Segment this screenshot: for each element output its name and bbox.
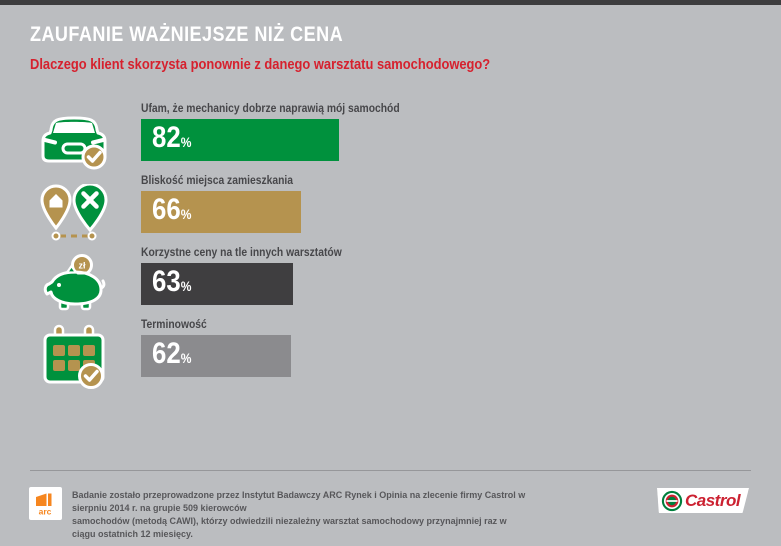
castrol-emblem-icon [661,490,683,511]
castrol-wordmark: Castrol [685,490,741,510]
bar-trust-mechanics: 82% [141,119,340,161]
location-pins-icon [40,184,108,244]
piggy-bank-icon: zł [40,254,108,312]
bar-label: Ufam, że mechanicy dobrze naprawią mój s… [141,101,400,115]
calendar-check-icon [40,324,108,390]
footer-line-1: Badanie zostało przeprowadzone przez Ins… [72,490,526,513]
coin-currency-label: zł [78,261,86,271]
page-title-text: ZAUFANIE WAŻNIEJSZE NIŻ CENA [30,23,344,46]
chart-question-subtitle: Dlaczego klient skorzysta ponownie z dan… [30,56,565,73]
castrol-logo: Castrol [657,488,749,513]
footer-line-2: samochodów (metodą CAWI), którzy odwiedz… [72,516,507,539]
chart-question-text: Dlaczego klient skorzysta ponownie z dan… [30,56,491,73]
bar-favorable-prices: 63% [141,263,294,305]
footer-source-note: Badanie zostało przeprowadzone przez Ins… [72,489,532,541]
bar-value: 62% [152,337,192,370]
bar-value: 82% [152,121,192,154]
page-title: ZAUFANIE WAŻNIEJSZE NIŻ CENA [30,23,394,47]
car-check-icon [40,114,108,170]
arc-logo: arc [29,487,62,520]
bar-value: 63% [152,265,192,298]
arc-logo-text: arc [39,507,52,517]
bar-label: Bliskość miejsca zamieszkania [141,173,294,187]
footer-divider [30,470,751,471]
bar-label: Korzystne ceny na tle innych warsztatów [141,245,342,259]
bar-proximity: 66% [141,191,301,233]
bar-value: 66% [152,193,192,226]
arc-logo-mark [36,493,47,506]
bar-punctuality: 62% [141,335,292,377]
bar-label: Terminowość [141,317,207,331]
top-accent-bar [0,0,781,5]
